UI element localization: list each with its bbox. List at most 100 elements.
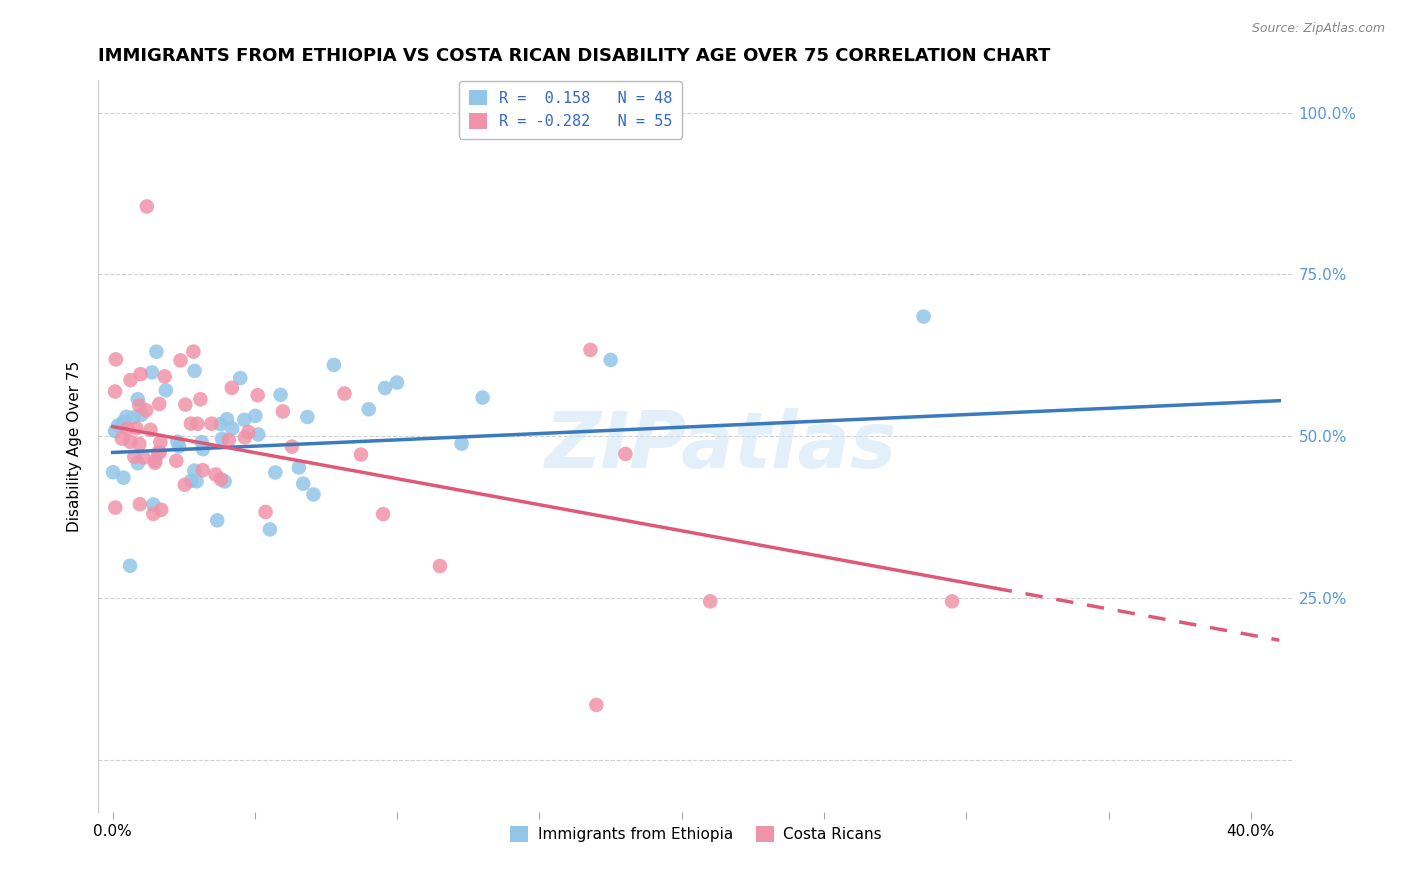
Point (166, 434, 188, 449)
Point (238, 425, 260, 439)
Point (200, 417, 222, 431)
Point (190, 435, 212, 450)
Point (183, 344, 205, 359)
Point (155, 384, 177, 398)
Point (374, 381, 396, 395)
Point (211, 432, 233, 446)
Point (165, 454, 187, 468)
Point (233, 413, 256, 427)
Point (271, 404, 294, 418)
Point (214, 475, 236, 489)
Point (115, 409, 138, 424)
Point (190, 392, 212, 407)
Point (128, 399, 150, 413)
Point (143, 456, 166, 470)
Point (322, 358, 344, 372)
Point (599, 352, 621, 367)
Point (204, 467, 226, 482)
Point (101, 465, 124, 479)
Point (149, 435, 172, 450)
Point (209, 417, 232, 431)
Point (148, 445, 170, 459)
Point (429, 559, 451, 574)
Point (302, 487, 325, 501)
Point (229, 371, 252, 385)
Point (585, 698, 607, 712)
Point (124, 450, 146, 464)
Point (120, 558, 142, 573)
Point (450, 436, 472, 450)
Point (139, 423, 162, 437)
Point (579, 343, 602, 357)
Point (173, 477, 195, 491)
Point (104, 500, 127, 515)
Point (145, 344, 167, 359)
Point (215, 412, 238, 426)
Point (125, 421, 148, 435)
Point (247, 427, 270, 442)
Point (135, 403, 157, 417)
Point (143, 453, 166, 467)
Point (111, 432, 134, 446)
Point (270, 388, 292, 402)
Point (128, 437, 150, 451)
Text: IMMIGRANTS FROM ETHIOPIA VS COSTA RICAN DISABILITY AGE OVER 75 CORRELATION CHART: IMMIGRANTS FROM ETHIOPIA VS COSTA RICAN … (98, 47, 1050, 65)
Point (149, 445, 172, 459)
Point (169, 353, 191, 368)
Point (385, 376, 408, 390)
Point (471, 391, 494, 405)
Point (699, 594, 721, 608)
Text: ZIPatlas: ZIPatlas (544, 408, 896, 484)
Point (141, 365, 163, 379)
Point (127, 392, 149, 406)
Legend: Immigrants from Ethiopia, Costa Ricans: Immigrants from Ethiopia, Costa Ricans (503, 820, 889, 848)
Point (107, 418, 129, 433)
Point (180, 417, 202, 431)
Point (127, 456, 149, 470)
Point (104, 384, 127, 399)
Point (183, 364, 205, 378)
Point (350, 448, 373, 462)
Point (142, 507, 165, 521)
Point (218, 433, 240, 447)
Point (120, 373, 142, 387)
Point (292, 476, 315, 491)
Point (264, 466, 287, 480)
Y-axis label: Disability Age Over 75: Disability Age Over 75 (67, 360, 83, 532)
Point (233, 430, 256, 444)
Point (221, 381, 243, 395)
Point (122, 410, 145, 425)
Point (183, 464, 205, 478)
Point (186, 475, 208, 489)
Point (371, 507, 394, 521)
Point (104, 424, 127, 438)
Point (191, 442, 214, 457)
Point (115, 422, 138, 436)
Point (186, 417, 208, 431)
Point (209, 472, 232, 486)
Point (150, 503, 173, 517)
Point (245, 409, 267, 423)
Point (132, 450, 155, 465)
Point (174, 398, 197, 412)
Point (288, 460, 311, 475)
Text: Source: ZipAtlas.com: Source: ZipAtlas.com (1251, 22, 1385, 36)
Point (254, 505, 277, 519)
Point (180, 474, 202, 488)
Point (357, 402, 380, 417)
Point (259, 523, 281, 537)
Point (941, 594, 963, 608)
Point (120, 434, 142, 449)
Point (112, 471, 135, 485)
Point (297, 409, 319, 424)
Point (129, 367, 152, 381)
Point (207, 513, 229, 527)
Point (131, 408, 153, 422)
Point (167, 439, 190, 453)
Point (912, 310, 935, 324)
Point (148, 397, 170, 411)
Point (142, 498, 165, 512)
Point (221, 421, 243, 435)
Point (104, 352, 127, 367)
Point (135, 200, 157, 214)
